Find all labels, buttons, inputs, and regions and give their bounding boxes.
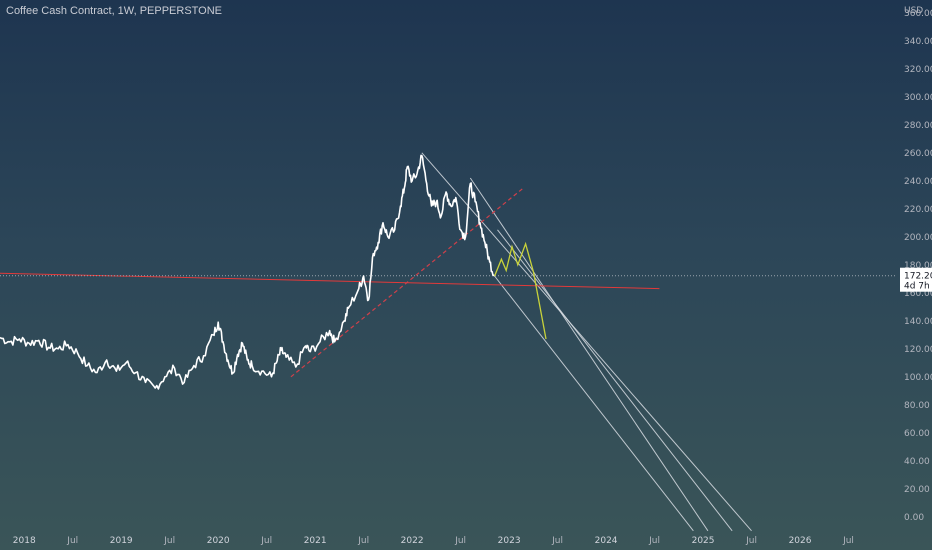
price-line	[0, 154, 496, 390]
y-tick-label: 100.00	[904, 373, 932, 383]
x-tick-label: 2019	[110, 536, 133, 546]
y-tick-label: 0.00	[904, 513, 924, 523]
trendlines	[0, 152, 897, 532]
y-tick-label: 160.00	[904, 289, 932, 299]
x-tick-label: Jul	[745, 536, 757, 546]
chart-title: Coffee Cash Contract, 1W, PEPPERSTONE	[6, 5, 223, 17]
y-axis: 0.00 20.00 40.00 60.00 80.00 100.00 120.00 140.…	[904, 6, 932, 523]
x-tick-label: Jul	[163, 536, 175, 546]
x-tick-label: Jul	[842, 536, 854, 546]
y-tick-label: 320.00	[904, 65, 932, 75]
projection-series	[493, 241, 547, 340]
support-line	[0, 272, 660, 290]
y-tick-label: 360.00	[904, 9, 932, 19]
x-tick-label: Jul	[357, 536, 369, 546]
x-tick-label: 2025	[692, 536, 715, 546]
price-series	[0, 154, 496, 390]
x-axis: 2018 Jul 2019 Jul 2020 Jul 2021 Jul 2022 Jul 2023 J…	[13, 536, 854, 546]
y-tick-label: 200.00	[904, 233, 932, 243]
x-tick-label: 2024	[595, 536, 618, 546]
y-tick-label: 280.00	[904, 121, 932, 131]
channel-line	[494, 275, 694, 532]
price-badge	[900, 267, 932, 292]
price-badge-group: 172.204d 7h	[900, 267, 932, 292]
channel-line	[421, 152, 752, 532]
y-tick-label: 180.00	[904, 261, 932, 271]
dashed-line	[290, 187, 525, 378]
y-tick-label: 80.00	[904, 401, 930, 411]
y-tick-label: 20.00	[904, 485, 930, 495]
y-tick-label: 340.00	[904, 37, 932, 47]
x-tick-label: 2018	[13, 536, 36, 546]
x-tick-label: Jul	[648, 536, 660, 546]
x-tick-label: 2026	[789, 536, 812, 546]
projection-line	[493, 241, 547, 340]
x-tick-label: 2023	[498, 536, 521, 546]
y-tick-label: 220.00	[904, 205, 932, 215]
price-badge-value: 172.20	[904, 272, 932, 282]
y-tick-label: 40.00	[904, 457, 930, 467]
y-tick-label: 60.00	[904, 429, 930, 439]
y-tick-label: 120.00	[904, 345, 932, 355]
x-tick-label: Jul	[66, 536, 78, 546]
x-tick-label: 2020	[207, 536, 230, 546]
x-tick-label: Jul	[551, 536, 563, 546]
y-tick-label: 240.00	[904, 177, 932, 187]
x-tick-label: Jul	[260, 536, 272, 546]
channel-line	[469, 177, 709, 532]
y-tick-label: 260.00	[904, 149, 932, 159]
y-tick-label: 300.00	[904, 93, 932, 103]
x-tick-label: 2022	[401, 536, 424, 546]
price-badge-countdown: 4d 7h	[904, 282, 930, 292]
y-tick-label: 140.00	[904, 317, 932, 327]
x-tick-label: Jul	[454, 536, 466, 546]
currency-label: USD	[904, 6, 923, 16]
x-tick-label: 2021	[304, 536, 327, 546]
channel-line	[497, 229, 733, 532]
